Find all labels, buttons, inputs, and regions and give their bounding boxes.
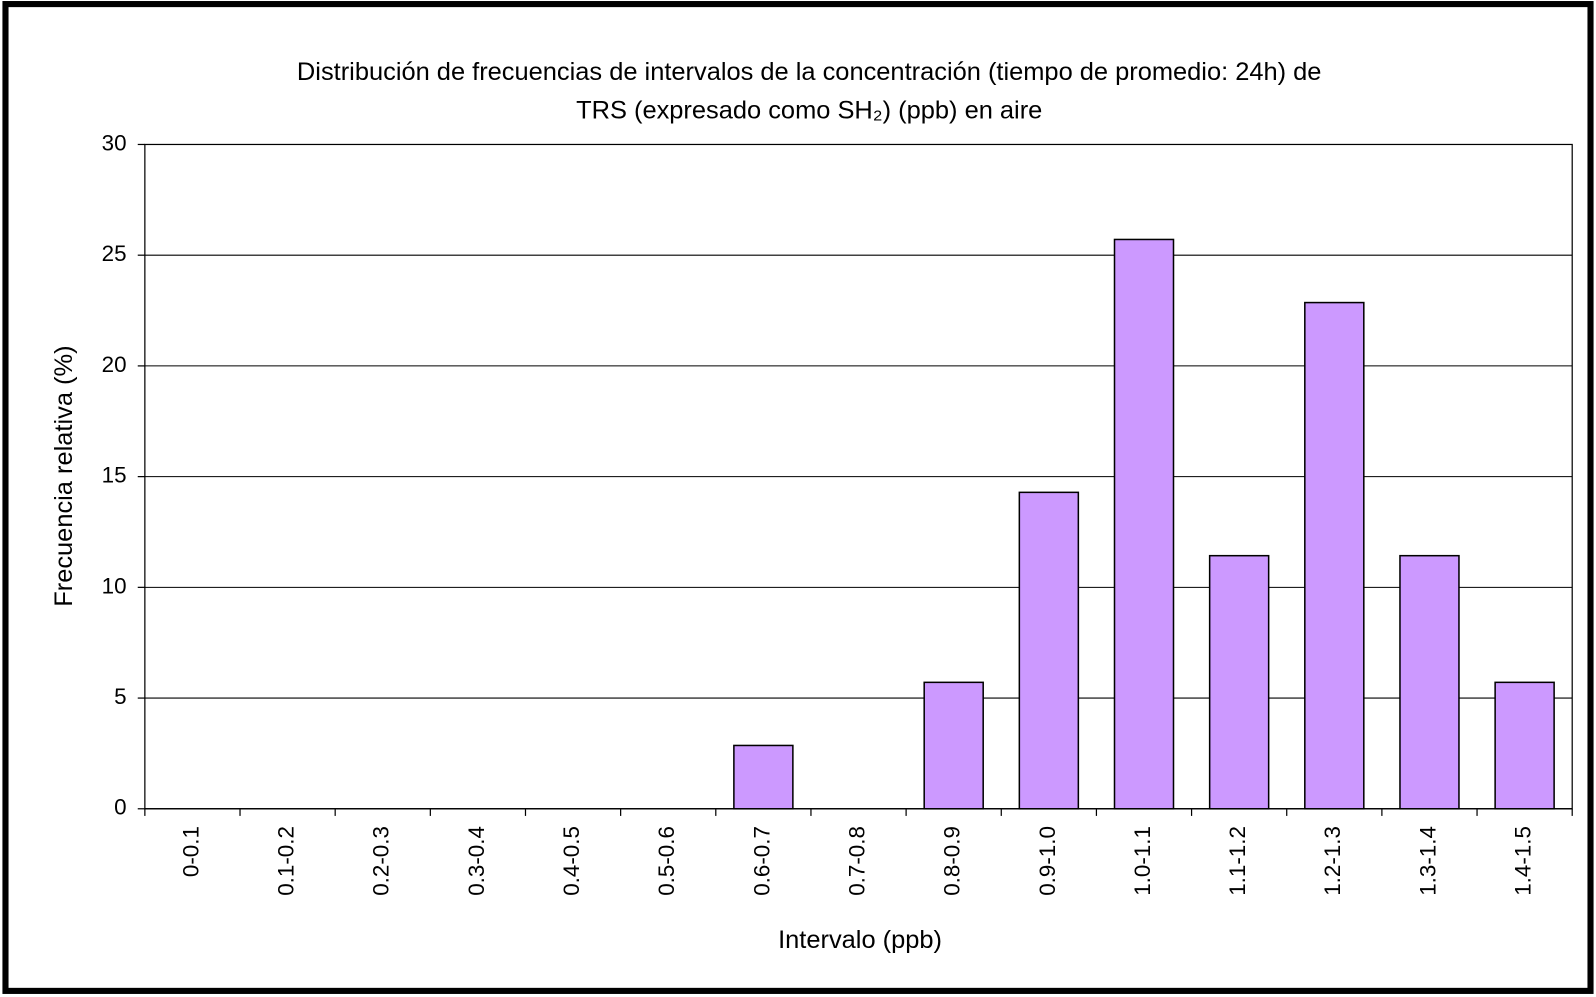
x-tick-label: 0.2-0.3: [369, 826, 394, 896]
x-axis-label: Intervalo (ppb): [778, 926, 942, 954]
x-tick-label: 0.1-0.2: [274, 826, 299, 896]
y-tick-label: 25: [102, 241, 127, 266]
x-tick-label: 0.3-0.4: [464, 826, 489, 896]
x-tick-label: 0.6-0.7: [749, 826, 774, 896]
bar: [1113, 238, 1175, 810]
y-tick-label: 0: [114, 795, 126, 820]
x-tick-label: 1.2-1.3: [1320, 826, 1345, 896]
x-tick-label: 1.1-1.2: [1225, 826, 1250, 896]
y-tick-label: 15: [102, 463, 127, 488]
y-tick-label: 10: [102, 573, 127, 598]
y-tick-label: 30: [102, 130, 127, 155]
chart-title: Distribución de frecuencias de intervalo…: [297, 58, 1322, 86]
bar: [1304, 301, 1365, 810]
x-tick-label: 1.4-1.5: [1511, 826, 1536, 896]
bar: [1208, 554, 1270, 810]
x-tick-label: 1.0-1.1: [1130, 826, 1155, 896]
bar: [923, 681, 984, 810]
y-axis-label: Frecuencia relativa (%): [50, 345, 78, 606]
bar: [733, 744, 794, 810]
x-tick-label: 0.8-0.9: [940, 826, 965, 896]
x-tick-label: 0.5-0.6: [654, 826, 679, 896]
y-tick-label: 5: [114, 684, 126, 709]
bar: [1494, 681, 1555, 810]
x-tick-label: 0.7-0.8: [844, 826, 869, 896]
x-tick-label: 0.4-0.5: [559, 826, 584, 896]
y-tick-label: 20: [102, 352, 127, 377]
x-tick-label: 0-0.1: [178, 826, 203, 877]
bar: [1399, 554, 1460, 810]
chart-title: TRS (expresado como SH₂) (ppb) en aire: [576, 97, 1042, 125]
x-tick-label: 1.3-1.4: [1415, 826, 1440, 896]
x-tick-label: 0.9-1.0: [1035, 826, 1060, 896]
bar: [1018, 491, 1080, 810]
